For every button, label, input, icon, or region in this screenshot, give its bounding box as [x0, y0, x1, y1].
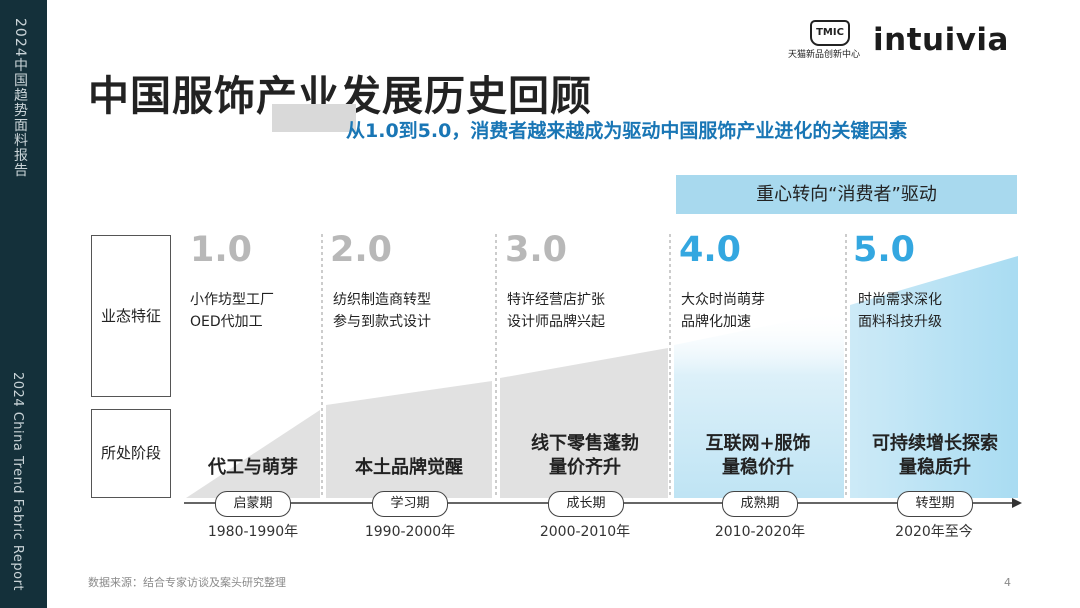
stage-1-description: 小作坊型工厂 OED代加工: [190, 292, 274, 330]
sidebar-report-title-cn: 2024中国趋势面料报告: [12, 18, 28, 178]
tmic-logo-mark: TMIC: [810, 20, 850, 46]
stage-1-period: 启蒙期: [215, 491, 291, 517]
stage-1-years: 1980-1990年: [207, 524, 299, 540]
stage-2-number: 2.0: [330, 230, 393, 270]
stage-1-area: [186, 410, 320, 498]
stage-5-description: 时尚需求深化 面料科技升级: [858, 292, 942, 330]
stage-5-number: 5.0: [853, 230, 916, 270]
timeline-arrow: [1012, 498, 1022, 508]
stage-3-description: 特许经营店扩张 设计师品牌兴起: [507, 292, 605, 330]
intuivia-logo: intuivia: [873, 22, 1009, 58]
data-source-note: 数据来源：结合专家访谈及案头研究整理: [88, 576, 286, 589]
stage-4-title: 互联网+服饰 量稳价升: [705, 433, 811, 478]
tmic-logo-subtitle: 天猫新品创新中心: [788, 50, 861, 60]
row-label-features: 业态特征: [91, 235, 171, 397]
stage-3-period: 成长期: [548, 491, 624, 517]
stage-4-period: 成熟期: [722, 491, 798, 517]
stage-3-years: 2000-2010年: [539, 524, 631, 540]
row-label-stage: 所处阶段: [91, 409, 171, 498]
stage-5-years: 2020年至今: [895, 524, 973, 540]
stage-2-period: 学习期: [372, 491, 448, 517]
stage-3-title: 线下零售蓬勃 量价齐升: [531, 433, 639, 478]
subtitle-decoration: [272, 104, 356, 132]
stage-2-years: 1990-2000年: [364, 524, 456, 540]
tmic-logo: TMIC 天猫新品创新中心: [788, 20, 876, 64]
stage-1-number: 1.0: [190, 230, 253, 270]
stage-4-years: 2010-2020年: [714, 524, 806, 540]
stage-4-number: 4.0: [679, 230, 742, 270]
stage-2-area: [326, 381, 492, 498]
stage-5-title: 可持续增长探索 量稳质升: [872, 433, 998, 478]
sidebar-report-title-en: 2024 China Trend Fabric Report: [10, 372, 25, 592]
stage-5-area: [850, 256, 1018, 498]
stage-3-area: [500, 348, 668, 498]
page-subtitle: 从1.0到5.0，消费者越来越成为驱动中国服饰产业进化的关键因素: [346, 120, 908, 142]
stage-3-number: 3.0: [505, 230, 568, 270]
stage-5-period: 转型期: [897, 491, 973, 517]
stage-4-description: 大众时尚萌芽 品牌化加速: [681, 292, 765, 330]
stage-1-title: 代工与萌芽: [208, 457, 298, 478]
stage-2-title: 本土品牌觉醒: [355, 457, 463, 478]
stage-4-area: [674, 310, 844, 498]
stage-2-description: 纺织制造商转型 参与到款式设计: [333, 292, 431, 330]
page-number: 4: [1004, 576, 1011, 589]
consumer-driven-banner: 重心转向“消费者”驱动: [676, 175, 1017, 214]
sidebar: 2024中国趋势面料报告 2024 China Trend Fabric Rep…: [0, 0, 47, 608]
